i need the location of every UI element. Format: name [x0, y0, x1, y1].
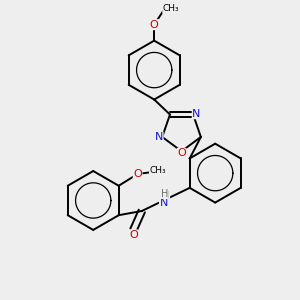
Text: H: H: [162, 191, 169, 201]
Text: H: H: [161, 188, 168, 199]
Text: CH₃: CH₃: [149, 166, 166, 175]
Text: O: O: [129, 230, 138, 240]
Text: O: O: [133, 169, 142, 179]
Text: N: N: [160, 198, 168, 208]
Text: O: O: [177, 148, 186, 158]
Text: O: O: [150, 20, 159, 30]
Text: N: N: [155, 132, 163, 142]
Text: CH₃: CH₃: [163, 4, 179, 13]
Text: N: N: [192, 109, 201, 119]
